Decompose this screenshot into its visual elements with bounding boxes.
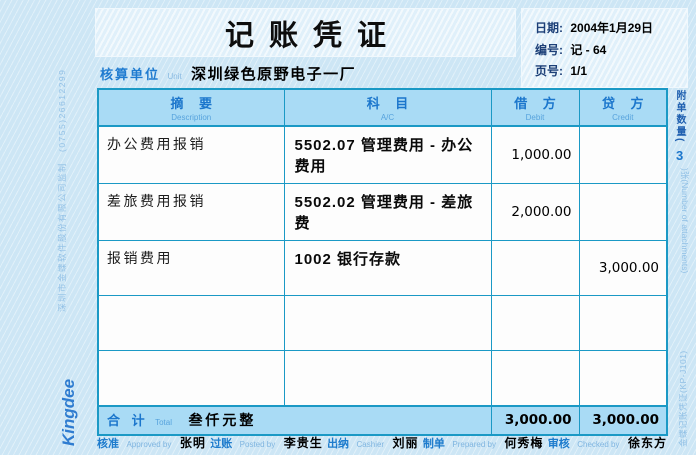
header-credit-en: Credit xyxy=(612,113,634,122)
header-description: 摘 要 Description xyxy=(97,88,285,127)
sig-prepared: 制单 Prepared by 何秀梅 xyxy=(423,434,544,452)
table-row: 办公费用报销 5502.07 管理费用 - 办公费用 1,000.00 xyxy=(97,125,668,184)
unit-label: 核算单位 xyxy=(100,67,161,82)
table-row xyxy=(97,350,668,406)
sig-prepared-label: 制单 xyxy=(422,438,445,450)
kingdee-logo: Kingdee xyxy=(59,378,78,446)
voucher-table: 摘 要 Description 科 目 A/C 借 方 Debit 贷 方 Cr… xyxy=(97,88,668,436)
page-no-value: 1/1 xyxy=(570,64,588,79)
meta-page-row: 页号: 1/1 xyxy=(535,61,687,83)
page-title: 记账凭证 xyxy=(224,19,401,52)
voucher-no-label: 编号: xyxy=(535,42,563,57)
unit-value: 深圳绿色原野电子一厂 xyxy=(191,66,357,83)
sig-posted-label-en: Posted by xyxy=(239,440,276,449)
sig-posted: 过账 Posted by 李贵生 xyxy=(210,434,323,452)
total-amount-words: 叁仟元整 xyxy=(188,412,257,428)
header-account: 科 目 A/C xyxy=(283,88,492,127)
row4-credit xyxy=(578,295,668,351)
sig-checked: 审核 Checked by 徐东方 xyxy=(548,434,667,452)
meta-date-row: 日期: 2004年1月29日 xyxy=(535,18,687,40)
sig-posted-label: 过账 xyxy=(210,438,233,450)
total-debit: 3,000.00 xyxy=(490,404,580,435)
row1-credit xyxy=(578,125,668,184)
row4-description xyxy=(97,295,285,351)
row5-description xyxy=(97,350,285,406)
title-panel: 记账凭证 xyxy=(95,8,516,57)
attachments-label-en: )张(Number of attachments) xyxy=(680,168,690,274)
sig-approved-label: 核准 xyxy=(97,438,119,450)
row1-account: 5502.07 管理费用 - 办公费用 xyxy=(283,125,492,184)
table-row: 报销费用 1002 银行存款 3,000.00 xyxy=(97,240,668,296)
sig-checked-label-en: Checked by xyxy=(577,440,620,449)
row1-debit: 1,000.00 xyxy=(490,125,580,184)
total-credit: 3,000.00 xyxy=(578,404,668,435)
sig-approved-name: 张明 xyxy=(179,436,206,450)
header-debit: 借 方 Debit xyxy=(490,88,580,127)
sig-prepared-label-en: Prepared by xyxy=(452,440,496,449)
attachments-count: 3 xyxy=(676,148,684,163)
sig-checked-label: 审核 xyxy=(547,438,570,450)
table-row: 差旅费用报销 5502.02 管理费用 - 差旅费 2,000.00 xyxy=(97,183,668,241)
row1-description: 办公费用报销 xyxy=(97,125,285,184)
total-row: 合 计 Total 叁仟元整 3,000.00 3,000.00 xyxy=(97,404,668,435)
table-row xyxy=(97,295,668,351)
row4-debit xyxy=(490,295,580,351)
header-credit: 贷 方 Credit xyxy=(578,88,668,127)
header-debit-cn: 借 方 xyxy=(514,96,562,111)
printer-imprint-text: 深圳市金蝶软件股份有限公司监制 (0755)26612299 xyxy=(57,68,67,312)
attachments-label: 附单数量( xyxy=(674,90,685,144)
row5-debit xyxy=(490,350,580,406)
sig-cashier-name: 刘丽 xyxy=(392,436,419,450)
form-code-text: 金蝶记账凭证(KP-J101) xyxy=(678,350,688,447)
signature-line: 核准 Approved by 张明 过账 Posted by 李贵生 出纳 Ca… xyxy=(97,434,667,452)
header-description-en: Description xyxy=(171,113,212,122)
row3-credit: 3,000.00 xyxy=(578,240,668,296)
row2-credit xyxy=(578,183,668,241)
total-left-cell: 合 计 Total 叁仟元整 xyxy=(97,404,492,435)
sig-prepared-name: 何秀梅 xyxy=(504,436,544,450)
total-label: 合 计 xyxy=(107,413,149,428)
sig-cashier-label-en: Cashier xyxy=(356,440,385,449)
sig-posted-name: 李贵生 xyxy=(283,436,323,450)
sig-checked-name: 徐东方 xyxy=(627,436,667,450)
meta-panel: 日期: 2004年1月29日 编号: 记 - 64 页号: 1/1 xyxy=(521,8,688,88)
total-label-en: Total xyxy=(155,418,172,427)
row5-account xyxy=(283,350,492,406)
row3-description: 报销费用 xyxy=(97,240,285,296)
row5-credit xyxy=(578,350,668,406)
row2-description: 差旅费用报销 xyxy=(97,183,285,241)
sig-cashier: 出纳 Cashier 刘丽 xyxy=(327,434,419,452)
header-debit-en: Debit xyxy=(525,113,545,122)
sig-approved-label-en: Approved by xyxy=(126,440,172,449)
header-credit-cn: 贷 方 xyxy=(601,96,650,111)
row4-account xyxy=(283,295,492,351)
unit-label-en: Unit xyxy=(167,72,182,81)
row2-debit: 2,000.00 xyxy=(490,183,580,241)
header-description-cn: 摘 要 xyxy=(170,96,219,111)
header-account-en: A/C xyxy=(380,113,395,122)
meta-no-row: 编号: 记 - 64 xyxy=(535,40,687,62)
row3-account: 1002 银行存款 xyxy=(283,240,492,296)
page-no-label: 页号: xyxy=(535,64,563,79)
sig-approved: 核准 Approved by 张明 xyxy=(97,434,206,452)
date-value: 2004年1月29日 xyxy=(570,21,654,35)
row3-debit xyxy=(490,240,580,296)
sig-cashier-label: 出纳 xyxy=(327,438,350,450)
row2-account: 5502.02 管理费用 - 差旅费 xyxy=(283,183,492,241)
table-header-row: 摘 要 Description 科 目 A/C 借 方 Debit 贷 方 Cr… xyxy=(97,88,668,127)
date-label: 日期: xyxy=(535,21,563,35)
unit-line: 核算单位 Unit 深圳绿色原野电子一厂 xyxy=(100,63,356,84)
header-account-cn: 科 目 xyxy=(366,96,415,111)
voucher-no-value: 记 - 64 xyxy=(570,42,607,57)
